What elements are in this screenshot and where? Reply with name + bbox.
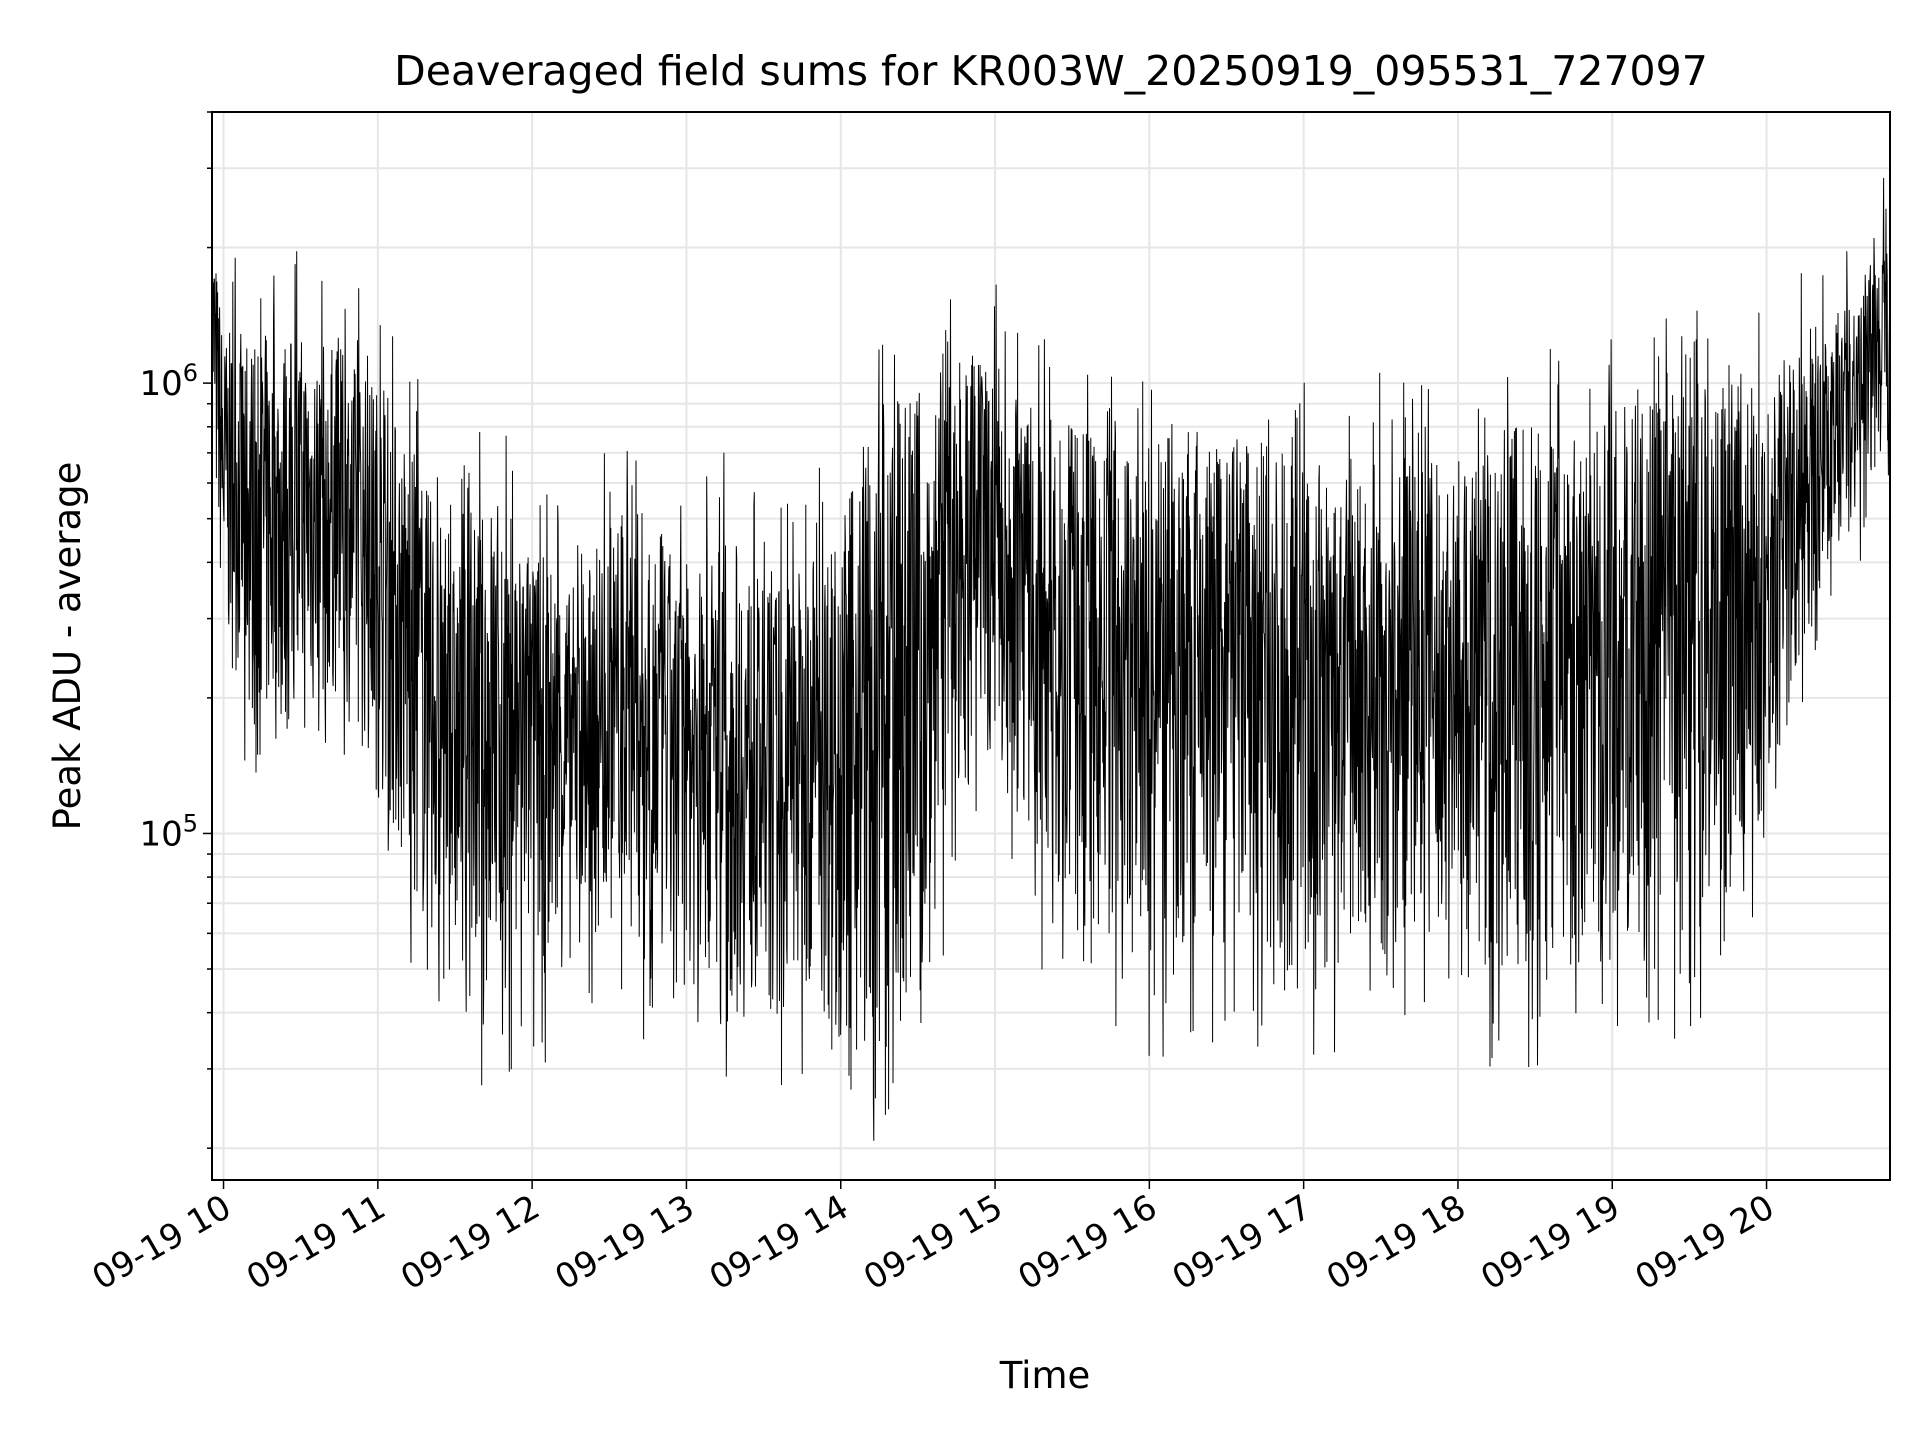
plot-frame	[211, 111, 1891, 1181]
x-axis-label: Time	[999, 1354, 1091, 1397]
y-tick-label: 106	[139, 359, 198, 404]
y-axis: 105 106	[139, 111, 212, 1149]
chart-title: Deaveraged field sums for KR003W_2025091…	[394, 47, 1708, 95]
series-path	[212, 177, 1890, 1141]
series-line	[212, 177, 1890, 1141]
y-tick-label: 105	[139, 809, 198, 854]
y-axis-label: Peak ADU - average	[46, 462, 89, 831]
